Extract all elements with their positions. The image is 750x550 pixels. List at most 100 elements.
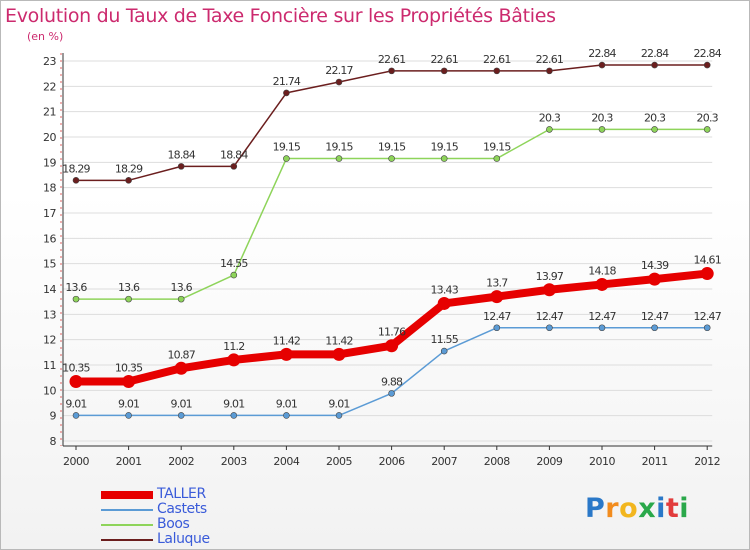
data-point: [700, 267, 714, 281]
data-point: [651, 324, 658, 332]
y-tick-label: 19: [43, 156, 56, 169]
legend-swatch: [101, 538, 153, 541]
data-label: 22.61: [378, 53, 406, 66]
data-point: [335, 155, 343, 162]
data-label: 20.3: [591, 111, 613, 124]
data-label: 13.7: [486, 277, 508, 290]
data-label: 12.47: [641, 310, 669, 323]
data-label: 18.84: [167, 148, 195, 161]
legend-item-boos: Boos: [101, 517, 361, 532]
y-tick-label: 11: [43, 359, 56, 372]
legend-swatch: [101, 490, 153, 499]
data-label: 20.3: [644, 111, 666, 124]
data-label: 11.42: [273, 334, 301, 347]
data-point: [177, 163, 185, 170]
x-tick-label: 2010: [589, 455, 615, 468]
y-tick-label: 8: [50, 435, 57, 448]
data-point: [651, 61, 658, 69]
y-tick-label: 22: [43, 80, 56, 93]
x-tick-label: 2001: [116, 455, 142, 468]
x-tick-label: 2005: [326, 455, 352, 468]
legend-item-castets: Castets: [101, 502, 361, 517]
y-tick-label: 16: [43, 232, 56, 245]
axes: 8 9 10 11 12 13 14 15 16 17 18 19 20 21 22 23 2000 2001 20…: [43, 53, 721, 468]
data-point: [440, 155, 448, 162]
x-tick-label: 2000: [63, 455, 89, 468]
data-label: 9.01: [223, 397, 244, 410]
x-tick-label: 2004: [273, 455, 299, 468]
y-tick-label: 17: [43, 207, 56, 220]
logo-letter: x: [638, 493, 657, 524]
data-label: 22.84: [588, 47, 616, 60]
data-label: 9.01: [276, 397, 297, 410]
data-point: [598, 61, 606, 69]
data-label: 19.15: [483, 141, 511, 154]
data-point: [335, 412, 343, 419]
data-point: [72, 412, 80, 419]
data-label: 12.47: [536, 310, 564, 323]
proxiti-logo: Proxiti: [585, 493, 689, 524]
legend-swatch: [101, 508, 153, 511]
logo-letter: i: [656, 493, 666, 524]
data-point: [332, 347, 346, 361]
chart-unit-label: (en %): [27, 30, 64, 43]
series-laluque: [72, 61, 711, 184]
data-point: [648, 272, 662, 286]
data-point: [125, 295, 132, 303]
data-point: [227, 353, 241, 367]
logo-letter: i: [679, 493, 690, 524]
y-tick-label: 10: [43, 384, 56, 397]
legend-label: TALLER: [157, 486, 206, 502]
data-point: [230, 163, 238, 170]
data-point: [437, 296, 451, 310]
data-label: 12.47: [693, 310, 721, 323]
data-point: [546, 126, 553, 133]
data-label: 19.15: [273, 141, 301, 154]
data-label: 21.74: [273, 75, 301, 88]
data-point: [493, 67, 501, 75]
y-tick-label: 14: [43, 283, 56, 296]
data-label: 22.61: [483, 53, 511, 66]
data-label: 9.01: [328, 397, 349, 410]
logo-letter: o: [619, 493, 639, 524]
logo-letter: r: [605, 493, 620, 524]
x-tick-label: 2007: [431, 455, 457, 468]
legend-item-taller: TALLER: [101, 487, 361, 502]
x-tick-label: 2012: [694, 455, 720, 468]
data-point: [703, 126, 711, 133]
legend-label: Boos: [157, 516, 190, 532]
data-point: [388, 155, 395, 162]
y-tick-label: 12: [43, 334, 56, 347]
x-tick-label: 2003: [221, 455, 247, 468]
data-label: 13.43: [430, 283, 458, 296]
data-point: [493, 155, 501, 162]
series-taller: [69, 267, 714, 388]
data-label: 11.76: [378, 326, 406, 339]
y-tick-label: 13: [43, 308, 56, 321]
data-point: [174, 361, 188, 375]
y-tick-label: 20: [43, 131, 56, 144]
data-label: 10.35: [62, 361, 90, 374]
data-point: [283, 155, 290, 162]
data-label: 12.47: [483, 310, 511, 323]
data-label: 9.01: [65, 397, 86, 410]
y-tick-label: 18: [43, 182, 56, 195]
legend-label: Laluque: [157, 531, 210, 547]
data-point: [283, 89, 290, 97]
legend-item-laluque: Laluque: [101, 532, 361, 547]
x-tick-label: 2006: [379, 455, 405, 468]
data-label: 22.84: [693, 47, 721, 60]
x-tick-label: 2009: [536, 455, 562, 468]
data-label: 19.15: [325, 141, 353, 154]
data-label: 11.42: [325, 334, 353, 347]
data-point: [125, 177, 132, 184]
data-point: [230, 412, 238, 419]
data-point: [595, 277, 609, 291]
data-label: 22.17: [325, 64, 353, 77]
y-tick-label: 23: [43, 55, 56, 68]
data-label: 19.15: [378, 141, 406, 154]
data-point: [651, 126, 658, 133]
data-label: 19.15: [430, 141, 458, 154]
data-label: 11.55: [430, 333, 458, 346]
